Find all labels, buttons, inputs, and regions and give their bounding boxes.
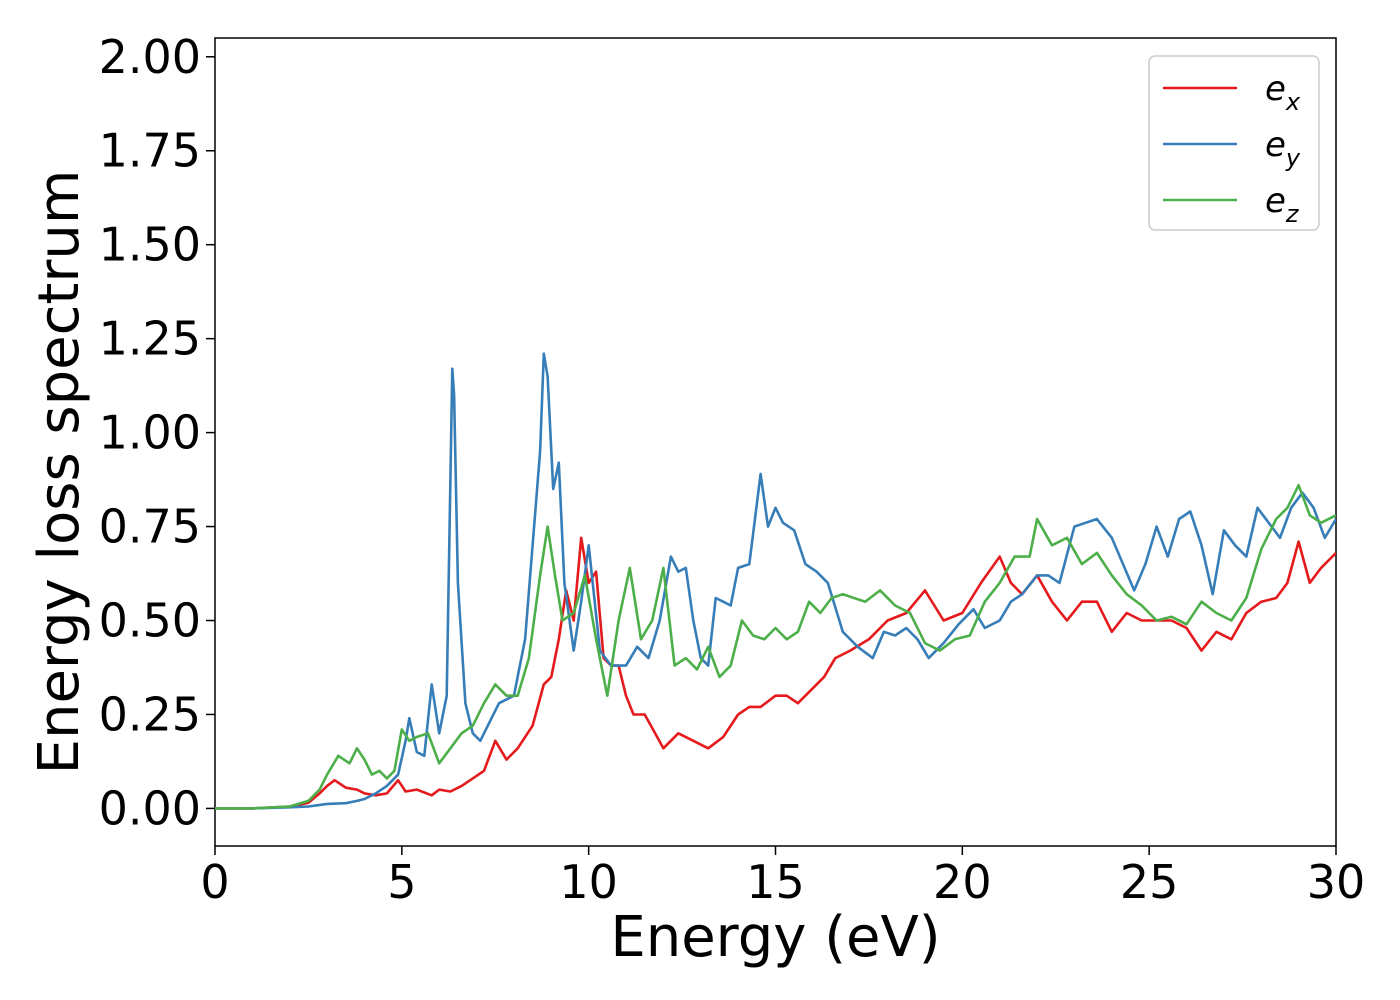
series-layer: [215, 352, 1336, 810]
x-tick-label: 0: [200, 855, 229, 909]
y-tick-label: 1.25: [99, 312, 201, 366]
y-tick-label: 1.75: [99, 124, 201, 178]
y-tick-label: 0.75: [99, 500, 201, 554]
legend-label-z: ez: [1265, 181, 1300, 228]
y-axis: 0.00 0.25 0.50 0.75 1.00 1.25 1.50 1.75 2.00: [99, 30, 215, 835]
x-tick-label: 5: [387, 855, 416, 909]
y-tick-label: 0.50: [99, 594, 201, 648]
y-tick-label: 0.00: [99, 781, 201, 835]
y-tick-label: 1.00: [99, 406, 201, 460]
x-tick-label: 15: [746, 855, 805, 909]
legend-label-base: e: [1265, 181, 1286, 221]
x-tick-label: 20: [933, 855, 992, 909]
y-tick-label: 1.50: [99, 218, 201, 272]
legend-label-subscript: x: [1285, 88, 1301, 116]
x-tick-label: 30: [1307, 855, 1366, 909]
x-axis-label: Energy (eV): [610, 905, 940, 970]
legend-label-y: ey: [1265, 125, 1301, 172]
x-tick-label: 10: [559, 855, 618, 909]
series-line-y: [215, 352, 1336, 810]
y-tick-label: 0.25: [99, 687, 201, 741]
y-tick-label: 2.00: [99, 30, 201, 84]
x-axis: 0 5 10 15 20 25 30: [200, 846, 1365, 909]
x-tick-label: 25: [1120, 855, 1179, 909]
legend-label-subscript: z: [1285, 200, 1300, 228]
legend-label-subscript: y: [1285, 144, 1301, 172]
legend-label-x: ex: [1265, 69, 1301, 116]
series-line-z: [215, 483, 1336, 810]
y-axis-label: Energy loss spectrum: [27, 170, 92, 775]
series-line-x: [215, 536, 1336, 810]
legend-label-base: e: [1265, 69, 1286, 109]
legend-label-base: e: [1265, 125, 1286, 165]
